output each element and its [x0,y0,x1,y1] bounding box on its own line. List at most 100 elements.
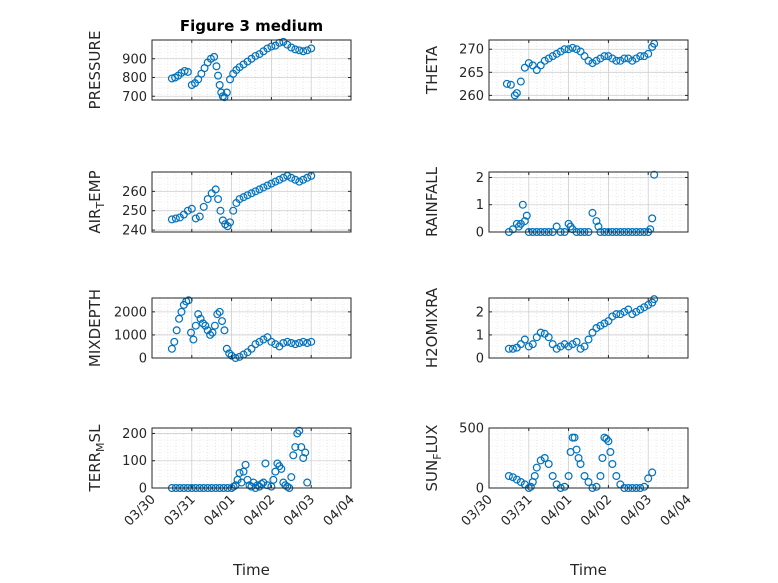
data-point [556,47,565,56]
data-point [172,326,181,335]
data-point [564,45,573,54]
data-point [568,225,577,234]
data-point [510,91,519,100]
data-point [508,473,517,482]
data-point [580,472,589,481]
x-tick-label: 03/31 [499,492,536,529]
data-point [512,475,521,484]
x-tick-label: 04/04 [321,492,358,529]
data-point [604,317,613,326]
data-point [570,433,579,442]
x-tick-label: 03/30 [122,492,159,529]
data-point [588,59,597,68]
data-point [299,337,308,346]
data-point [596,321,605,330]
x-axis-label: Time [569,561,607,579]
data-point [516,478,525,487]
subplot-h2omixra: 0 1 2 H2OMIXRA [423,287,689,368]
data-point [167,344,176,353]
data-point [210,52,219,61]
data-point [612,472,621,481]
y-tick-label: 265 [459,66,484,81]
axis-frame [151,297,352,359]
data-point [291,175,300,184]
x-tick-label: 04/02 [578,492,615,529]
x-axis-label: Time [232,561,270,579]
data-point [612,56,621,65]
data-point [620,54,629,63]
data-point [247,344,256,353]
data-point [269,475,278,484]
data-point [295,177,304,186]
data-point [211,185,220,194]
data-point [632,307,641,316]
chart-title: Figure 3 medium [180,17,323,35]
data-point [221,220,230,229]
data-point [287,43,296,52]
data-point [307,44,316,53]
data-point [303,339,312,348]
data-point [592,324,601,333]
data-point [275,38,284,47]
data-point [251,340,260,349]
data-point [203,195,212,204]
data-point [648,214,657,223]
data-point [580,52,589,61]
y-tick-label: 500 [459,422,484,437]
data-point [646,225,655,234]
data-point [508,344,517,353]
data-point [247,189,256,198]
data-point [588,328,597,337]
data-point [502,79,511,88]
data-point [524,59,533,68]
data-point [536,328,545,337]
data-point [220,93,229,102]
y-axis-label: THETA [423,45,441,95]
data-point [572,337,581,346]
y-tick-label: 800 [122,71,147,86]
data-point [544,333,553,342]
x-tick-label: 04/03 [281,492,318,529]
data-point [504,344,513,353]
data-point [183,206,192,215]
data-point [307,337,316,346]
data-point [255,337,264,346]
y-tick-label: 2000 [114,305,147,320]
data-point [540,56,549,65]
data-point [277,464,286,473]
x-tick-label: 04/03 [618,492,655,529]
y-tick-label: 2 [476,171,484,186]
data-point [218,317,227,326]
data-point [195,212,204,221]
data-point [259,335,268,344]
data-point [592,482,601,491]
data-point [194,310,203,319]
data-point [552,222,561,231]
y-tick-label: 0 [476,482,484,497]
data-point [295,46,304,55]
data-point [552,344,561,353]
data-point [167,74,176,83]
subplot-sun-f-lux: 0 500 SUNFLUX 03/30 03/31 04/01 04/02 04/03 04/0… [423,422,695,580]
data-point [560,482,569,491]
data-point [568,43,577,52]
axis-frame [151,171,352,233]
y-tick-label: 0 [139,352,147,367]
data-point [576,460,585,469]
data-point [279,339,288,348]
data-point [235,352,244,361]
y-tick-label: 250 [122,204,147,219]
data-point [624,305,633,314]
data-point [504,472,513,481]
data-point [287,339,296,348]
y-axis-label: PRESSURE [86,31,104,110]
data-point [287,473,296,482]
data-point [271,177,280,186]
data-point [600,52,609,61]
data-point [608,54,617,63]
data-point [271,340,280,349]
data-point [222,344,231,353]
y-tick-label: 0 [476,352,484,367]
